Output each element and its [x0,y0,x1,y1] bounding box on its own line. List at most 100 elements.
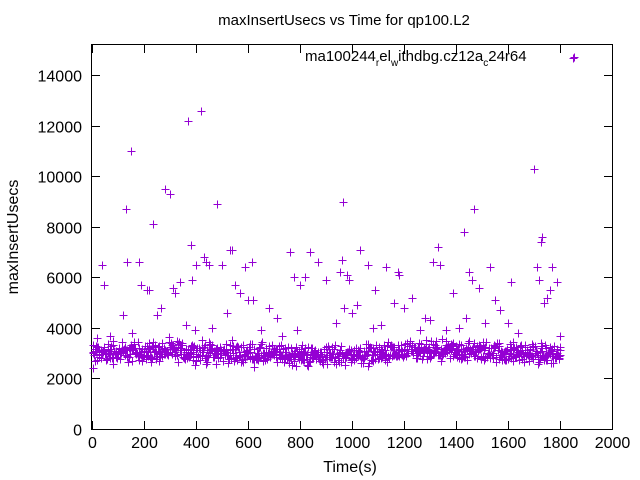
data-point [166,190,175,199]
data-point [167,339,176,348]
data-point [248,340,257,349]
data-point [321,355,330,364]
data-point [340,304,349,313]
x-tick-label: 200 [131,435,158,452]
data-point [128,329,137,338]
data-point [153,311,162,320]
data-point [239,341,248,350]
data-point [205,261,214,270]
data-point [301,273,310,282]
data-point [436,261,445,270]
data-point [429,258,438,267]
data-point [535,276,544,285]
y-tick-label: 10000 [38,170,83,187]
y-tick-label: 12000 [38,120,83,137]
legend-subscript: c [483,58,488,69]
data-point [377,321,386,330]
data-point [369,324,378,333]
data-point [525,357,534,366]
data-point [475,284,484,293]
data-point [401,340,410,349]
data-point [415,339,424,348]
data-point [135,258,144,267]
data-point [465,337,474,346]
data-point [123,258,132,267]
y-tick-label: 14000 [38,69,83,86]
data-point [546,286,555,295]
data-point [184,117,193,126]
data-point [549,359,558,368]
legend-label: ma100244relwithdbg.cz12ac24r64 [305,48,527,69]
data-point [473,354,482,363]
data-point [514,329,523,338]
data-point [219,357,228,366]
chart-title: maxInsertUsecs vs Time for qp100.L2 [218,12,470,29]
y-tick-label: 0 [73,423,82,440]
data-point [433,343,442,352]
data-point [164,349,173,358]
data-point [468,276,477,285]
data-point [212,345,221,354]
data-point [176,346,185,355]
legend-subscript: r [376,58,380,69]
data-point [268,341,277,350]
data-point [158,339,167,348]
data-point [471,352,480,361]
data-point [97,354,106,363]
data-point [198,336,207,345]
data-point [455,324,464,333]
data-point [124,358,133,367]
data-point [390,343,399,352]
data-point [540,299,549,308]
data-point [338,256,347,265]
data-point [237,343,246,352]
data-point [295,347,304,356]
data-point [273,314,282,323]
data-point [130,340,139,349]
data-point [128,357,137,366]
data-point [486,263,495,272]
data-point [137,281,146,290]
data-point [437,357,446,366]
legend-text-part: el [379,48,391,65]
data-point [331,341,340,350]
x-tick-label: 1600 [491,435,527,452]
data-series-points [89,54,578,373]
data-point [343,271,352,280]
data-point [422,336,431,345]
data-point [148,354,157,363]
data-point [330,345,339,354]
data-point [161,185,170,194]
data-point [356,246,365,255]
data-point [231,281,240,290]
data-point [127,147,136,156]
data-point [121,351,130,360]
data-point [448,341,457,350]
data-point [241,263,250,272]
data-point [434,243,443,252]
legend-subscript: w [390,58,399,69]
data-point [174,358,183,367]
data-point [342,353,351,362]
data-point [413,354,422,363]
data-point [296,281,305,290]
data-point [463,356,472,365]
data-point [145,286,154,295]
data-point [200,253,209,262]
data-point [400,304,409,313]
data-point [337,342,346,351]
y-tick-label: 4000 [46,322,82,339]
data-point [192,357,201,366]
x-tick-label: 1200 [387,435,423,452]
data-point [187,241,196,250]
data-point [491,296,500,305]
data-point [261,356,270,365]
data-point [543,294,552,303]
data-point [149,220,158,229]
data-point [98,261,107,270]
data-point [408,294,417,303]
data-point [236,289,245,298]
data-point [502,347,511,356]
x-tick-label: 1400 [439,435,475,452]
data-point [122,205,131,214]
